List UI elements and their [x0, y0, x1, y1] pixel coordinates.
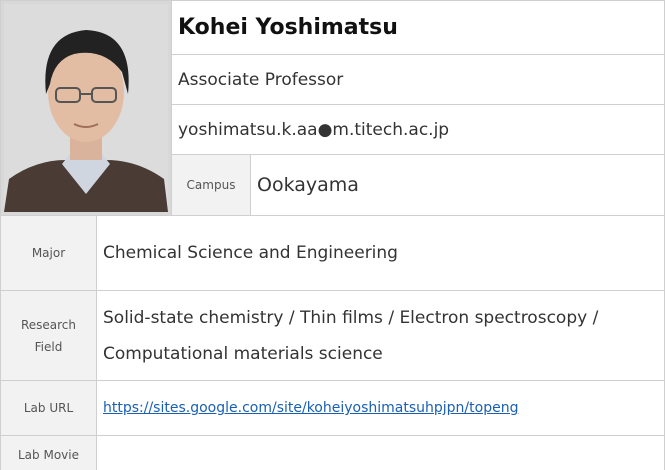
- row-label: Lab URL: [0, 380, 97, 436]
- photo-cell: [0, 0, 172, 216]
- name: Kohei Yoshimatsu: [171, 0, 665, 55]
- campus-label: Campus: [171, 154, 251, 216]
- photo: [4, 4, 168, 212]
- row-value: https://sites.google.com/site/koheiyoshi…: [96, 380, 665, 436]
- position: Associate Professor: [171, 54, 665, 105]
- campus-value: Ookayama: [250, 154, 665, 216]
- email: yoshimatsu.k.aa●m.titech.ac.jp: [171, 104, 665, 155]
- lab-link[interactable]: https://sites.google.com/site/koheiyoshi…: [103, 400, 519, 416]
- row-label: Research Field: [0, 290, 97, 381]
- row-value: Chemical Science and Engineering: [96, 215, 665, 291]
- row-label: Lab Movie: [0, 435, 97, 470]
- row-value: Solid-state chemistry / Thin films / Ele…: [96, 290, 665, 381]
- row-value: [96, 435, 665, 470]
- row-label: Major: [0, 215, 97, 291]
